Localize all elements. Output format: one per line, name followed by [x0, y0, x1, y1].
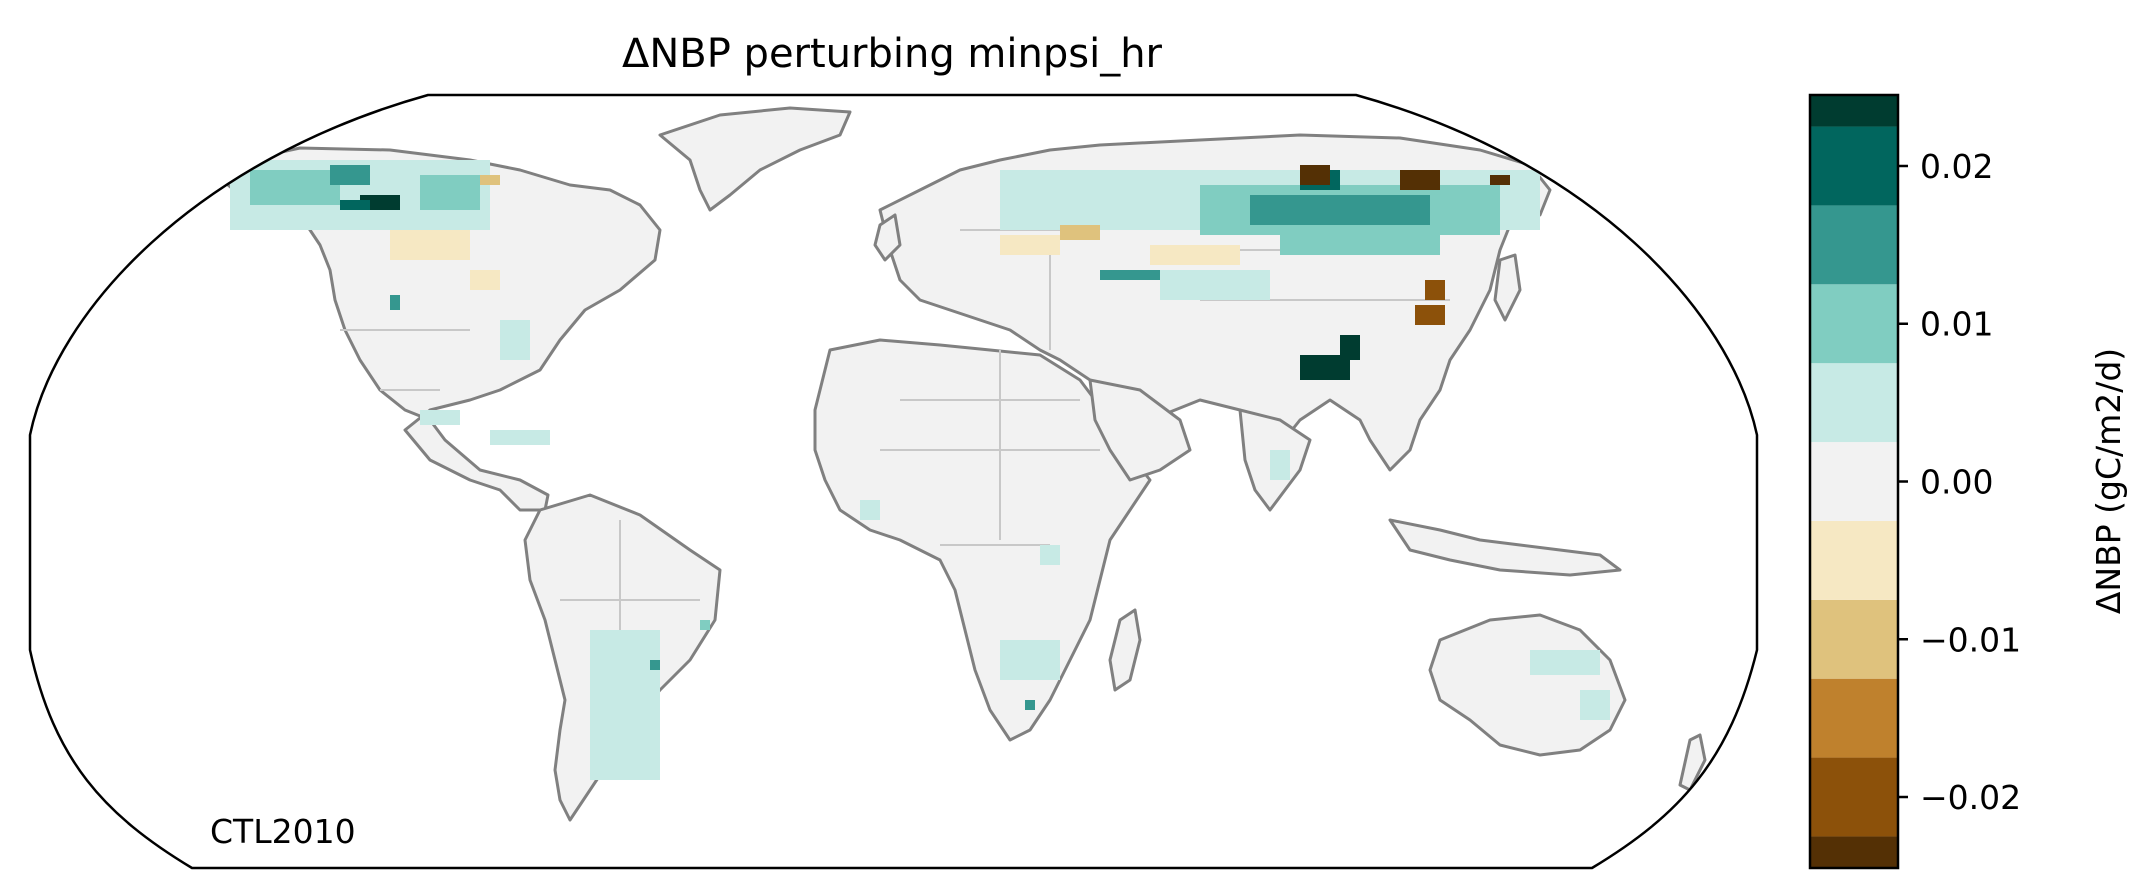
land-new-zealand: [1678, 733, 1707, 792]
colorbar-tick-label: 0.00: [1920, 463, 1993, 502]
colorbar-tick-label: −0.01: [1920, 620, 2021, 659]
land-madagascar: [1108, 608, 1142, 692]
colorbar: 0.02 0.01 0.00 −0.01 −0.02 ΔNBP (gC/m2/d): [1808, 93, 2128, 870]
globe-frame: [28, 93, 1759, 870]
colorbar-band: [1810, 836, 1898, 868]
land-japan: [1493, 253, 1522, 322]
land-africa: [813, 338, 1152, 742]
colorbar-band: [1810, 205, 1898, 285]
delta-nbp-cells: [230, 160, 1610, 780]
colorbar-tick-label: 0.01: [1920, 305, 1993, 344]
colorbar-tick-label: 0.02: [1920, 147, 1993, 186]
map-area: [220, 106, 1707, 822]
colorbar-tick-label: −0.02: [1920, 778, 2021, 817]
colorbar-band: [1810, 284, 1898, 364]
land-greenland: [658, 106, 852, 212]
colorbar-ticks: 0.02 0.01 0.00 −0.01 −0.02: [1898, 147, 2021, 817]
colorbar-bands: [1810, 95, 1898, 868]
land-arabia: [1088, 378, 1192, 482]
colorbar-band: [1810, 95, 1898, 127]
colorbar-band: [1810, 126, 1898, 206]
colorbar-band: [1810, 757, 1898, 837]
map-title: ΔNBP perturbing minpsi_hr: [622, 31, 1163, 77]
colorbar-band: [1810, 520, 1898, 600]
colorbar-label: ΔNBP (gC/m2/d): [2089, 348, 2128, 614]
colorbar-band: [1810, 678, 1898, 758]
colorbar-band: [1810, 363, 1898, 443]
run-label: CTL2010: [210, 812, 356, 851]
land-indonesia: [1388, 518, 1622, 577]
land-uk: [873, 213, 902, 262]
colorbar-band: [1810, 599, 1898, 679]
colorbar-band: [1810, 442, 1898, 521]
